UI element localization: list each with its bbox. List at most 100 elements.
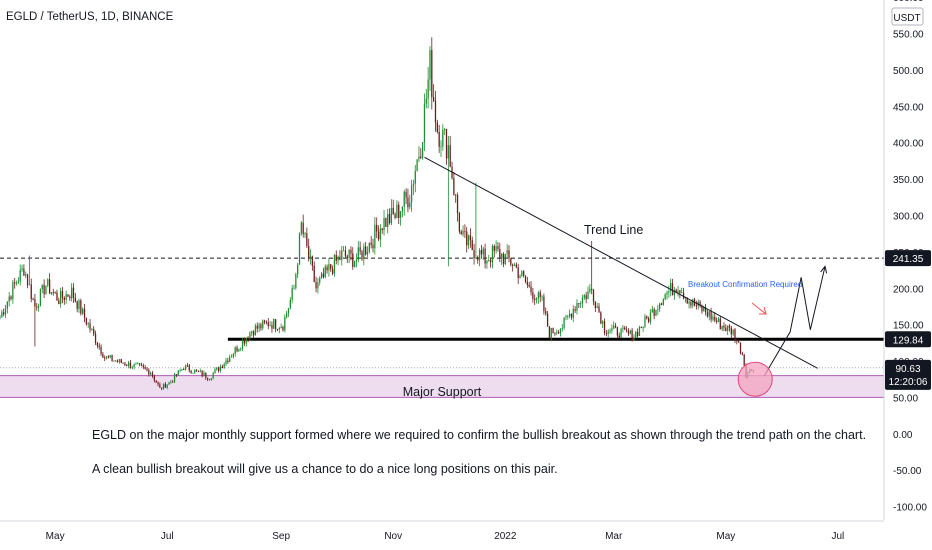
note-1: EGLD on the major monthly support formed… xyxy=(92,428,867,442)
currency-label: USDT xyxy=(893,13,920,24)
candle-body xyxy=(581,297,584,304)
candle-body xyxy=(699,301,701,306)
candle-body xyxy=(421,142,424,158)
candle-body xyxy=(144,367,146,369)
candle-body xyxy=(1,312,3,318)
candle-body xyxy=(67,294,69,297)
candle-body xyxy=(686,297,688,304)
candle-body xyxy=(218,367,220,371)
candle-body xyxy=(203,372,205,376)
candle-body xyxy=(576,303,578,311)
candle-body xyxy=(602,321,604,324)
candle-body xyxy=(240,348,242,350)
time-axis[interactable]: May Jul Sep Nov 2022 Mar May Jul xyxy=(0,520,884,542)
candle-body xyxy=(254,325,257,336)
candle-body xyxy=(293,287,295,289)
candle-body xyxy=(556,332,558,334)
candle-body xyxy=(491,246,494,263)
candle-body xyxy=(409,202,411,208)
candle-body xyxy=(715,320,718,322)
candle-body xyxy=(14,282,16,284)
candle-body xyxy=(304,233,306,235)
candle-body xyxy=(464,230,466,232)
candle-body xyxy=(348,249,350,258)
candle-body xyxy=(139,363,141,365)
candle-body xyxy=(719,318,721,330)
candle-body xyxy=(47,279,49,286)
candle-body xyxy=(534,298,536,300)
candle-body xyxy=(107,356,110,358)
candle-body xyxy=(600,312,602,324)
candle-body xyxy=(414,171,416,184)
candle-body xyxy=(427,79,429,99)
candle-body xyxy=(499,248,501,259)
candle-body xyxy=(387,214,389,227)
candle-body xyxy=(113,360,115,362)
candle-body xyxy=(552,327,554,334)
red-arrow-head xyxy=(759,306,767,315)
candle-body xyxy=(471,240,473,251)
candle-body xyxy=(449,145,451,167)
candle-body xyxy=(328,264,330,271)
candle-body xyxy=(379,228,382,240)
candle-body xyxy=(41,284,43,289)
major-support-label: Major Support xyxy=(403,385,482,399)
candle-body xyxy=(589,288,591,292)
candle-body xyxy=(170,381,172,383)
candle-body xyxy=(116,360,119,362)
candle-body xyxy=(205,372,207,378)
candle-body xyxy=(374,224,376,249)
candle-body xyxy=(58,300,60,305)
candle-body xyxy=(504,253,506,264)
candle-body xyxy=(442,129,444,147)
price-badge-241 xyxy=(885,250,931,267)
candle-body xyxy=(122,362,124,364)
time-tick-label: Jul xyxy=(832,531,845,542)
candle-body xyxy=(6,301,8,309)
price-axis[interactable]: USDT 600.00 550.00 500.00 450.00 400.00 350.0… xyxy=(883,0,931,520)
candle-body xyxy=(241,340,244,349)
candle-body xyxy=(682,292,685,299)
candle-body xyxy=(513,264,516,266)
candle-body xyxy=(91,329,93,330)
candle-body xyxy=(273,319,275,329)
candle-body xyxy=(104,357,106,359)
candle-body xyxy=(26,274,29,286)
candle-body xyxy=(192,372,194,374)
candle-body xyxy=(127,362,130,366)
candle-body xyxy=(523,271,525,276)
candle-body xyxy=(659,303,661,310)
candle-body xyxy=(251,331,253,333)
candle-body xyxy=(629,330,631,334)
candle-body xyxy=(102,353,104,358)
note-2: A clean bullish breakout will give us a … xyxy=(92,462,558,476)
candle-body xyxy=(324,266,326,278)
candle-body xyxy=(315,281,317,289)
candle-body xyxy=(72,287,75,298)
candle-body xyxy=(111,355,113,362)
price-badge-last-countdown: 12:20:06 xyxy=(889,377,928,388)
candle-body xyxy=(596,306,598,309)
candle-body xyxy=(36,306,38,308)
price-badge-129-label: 129.84 xyxy=(893,335,924,346)
candle-body xyxy=(236,347,238,352)
candle-body xyxy=(673,289,676,296)
candle-body xyxy=(666,292,668,295)
candle-body xyxy=(690,301,692,306)
time-tick-label: 2022 xyxy=(494,531,517,542)
candle-body xyxy=(164,383,167,388)
price-tick-label: 600.00 xyxy=(893,0,924,4)
candle-body xyxy=(578,303,580,304)
candle-body xyxy=(460,231,462,235)
candle-body xyxy=(175,374,178,376)
trend-line xyxy=(424,156,818,369)
candle-body xyxy=(392,207,394,215)
candle-body xyxy=(477,257,479,261)
candle-body xyxy=(624,327,626,330)
currency-box[interactable] xyxy=(891,7,924,26)
candle-body xyxy=(274,319,277,329)
candle-body xyxy=(289,299,291,309)
candle-body xyxy=(636,332,639,336)
candle-body xyxy=(445,128,448,159)
